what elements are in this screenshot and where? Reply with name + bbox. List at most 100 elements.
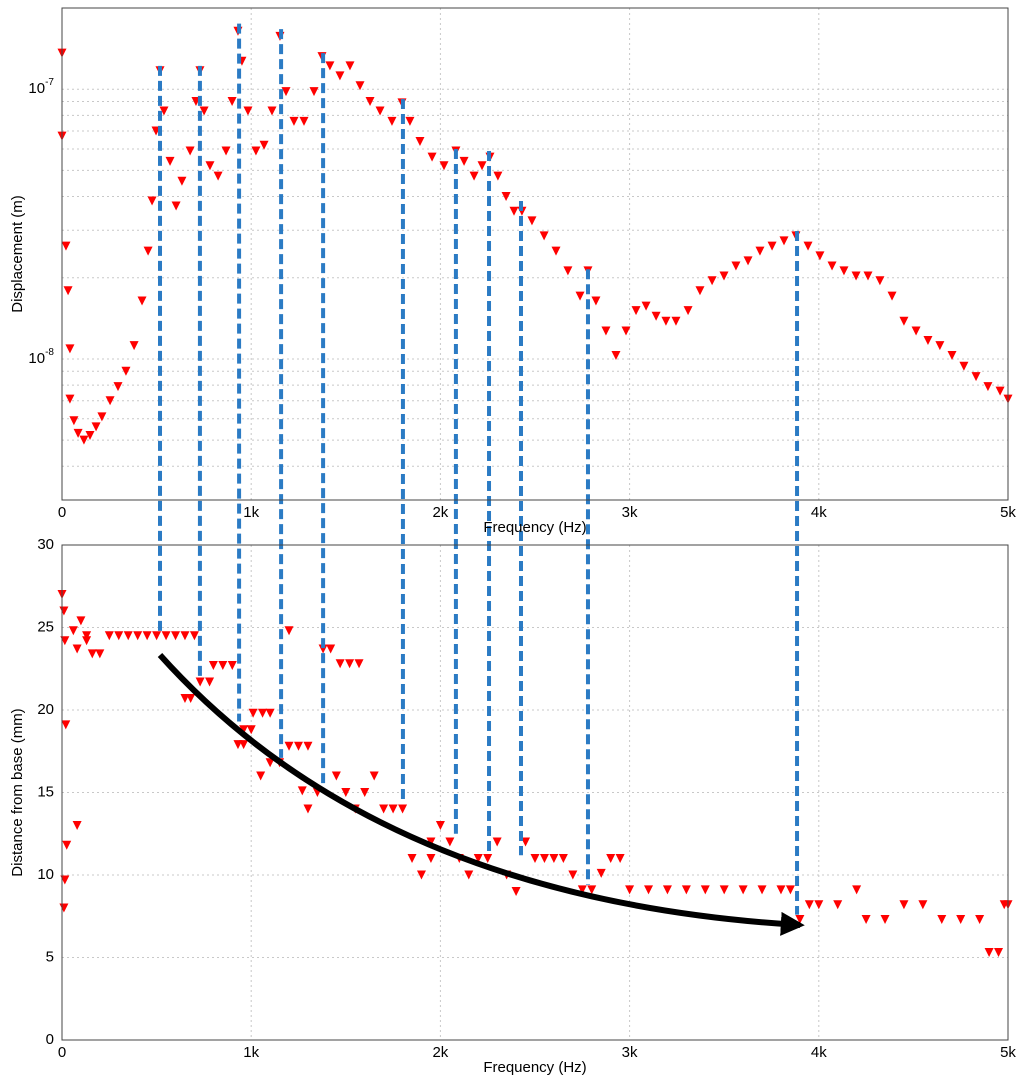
y-tick-label: 0	[46, 1031, 54, 1048]
point	[113, 382, 123, 392]
point	[256, 771, 266, 781]
point	[625, 885, 635, 895]
point	[415, 136, 425, 146]
point	[804, 900, 814, 910]
point	[95, 649, 105, 659]
point	[73, 428, 83, 438]
y-tick-label: 5	[46, 948, 54, 965]
point	[984, 948, 994, 958]
point	[161, 631, 171, 641]
point	[365, 97, 375, 107]
point	[199, 106, 209, 116]
point	[239, 740, 249, 750]
point	[587, 885, 597, 895]
point	[243, 106, 253, 116]
point	[91, 422, 101, 432]
x-tick-label: 5k	[1000, 504, 1016, 521]
point	[899, 316, 909, 326]
point	[407, 854, 417, 863]
point	[899, 900, 909, 910]
point	[85, 431, 95, 441]
point	[123, 631, 133, 641]
point	[221, 146, 231, 156]
point	[426, 837, 436, 847]
point	[72, 821, 82, 830]
point	[289, 116, 299, 126]
point	[208, 660, 218, 670]
trend-arrow	[157, 652, 805, 936]
point	[294, 741, 303, 751]
point	[947, 350, 957, 360]
point	[265, 708, 275, 718]
plot-frame	[61, 7, 1009, 501]
point	[171, 201, 181, 211]
point	[651, 311, 661, 321]
point	[218, 660, 228, 670]
point	[681, 885, 691, 895]
point	[258, 708, 268, 718]
point	[303, 741, 313, 751]
point	[205, 677, 215, 687]
x-axis-label: Frequency (Hz)	[483, 519, 586, 536]
point	[205, 161, 215, 171]
point	[427, 152, 437, 162]
point	[62, 840, 72, 850]
point	[79, 435, 89, 445]
x-tick-label: 1k	[243, 1044, 259, 1061]
point	[259, 140, 269, 150]
point	[445, 837, 455, 847]
point	[439, 161, 449, 171]
point	[360, 788, 370, 797]
point	[248, 708, 258, 718]
point	[61, 241, 71, 251]
point	[318, 644, 328, 654]
point	[180, 693, 190, 703]
point	[114, 631, 124, 641]
y-tick-label: 10-8	[28, 347, 54, 367]
point	[549, 854, 559, 863]
x-tick-label: 4k	[811, 504, 827, 521]
point	[303, 804, 313, 814]
point	[707, 276, 717, 286]
point	[213, 171, 223, 181]
y-axis-label: Distance from base (mm)	[9, 708, 26, 876]
point	[661, 316, 671, 326]
point	[527, 216, 537, 226]
point	[995, 386, 1005, 396]
point	[887, 291, 897, 301]
point	[767, 241, 777, 251]
point	[839, 266, 849, 276]
point	[501, 192, 511, 202]
point	[880, 915, 890, 925]
point	[757, 885, 767, 895]
point	[833, 900, 843, 910]
point	[195, 677, 205, 687]
point	[662, 885, 672, 895]
point	[852, 885, 862, 895]
plot-area	[62, 545, 1008, 1040]
point	[776, 885, 786, 895]
point	[935, 341, 945, 351]
point	[483, 854, 493, 863]
point	[577, 885, 587, 895]
point	[297, 786, 307, 796]
tick-base: 10	[28, 80, 45, 97]
point	[335, 71, 345, 81]
point	[61, 720, 71, 730]
point	[387, 116, 397, 126]
point	[375, 106, 385, 116]
x-tick-label: 0	[58, 1044, 66, 1061]
point	[700, 885, 710, 895]
point	[405, 116, 415, 126]
x-axis-label: Frequency (Hz)	[483, 1059, 586, 1076]
point	[937, 915, 947, 925]
point	[521, 837, 531, 847]
plot-frame	[61, 544, 1009, 1041]
point	[87, 649, 97, 659]
plot-area	[62, 8, 1008, 500]
y-tick-label: 30	[37, 536, 54, 553]
point	[171, 631, 181, 641]
point	[641, 301, 651, 311]
x-tick-label: 2k	[432, 1044, 448, 1061]
